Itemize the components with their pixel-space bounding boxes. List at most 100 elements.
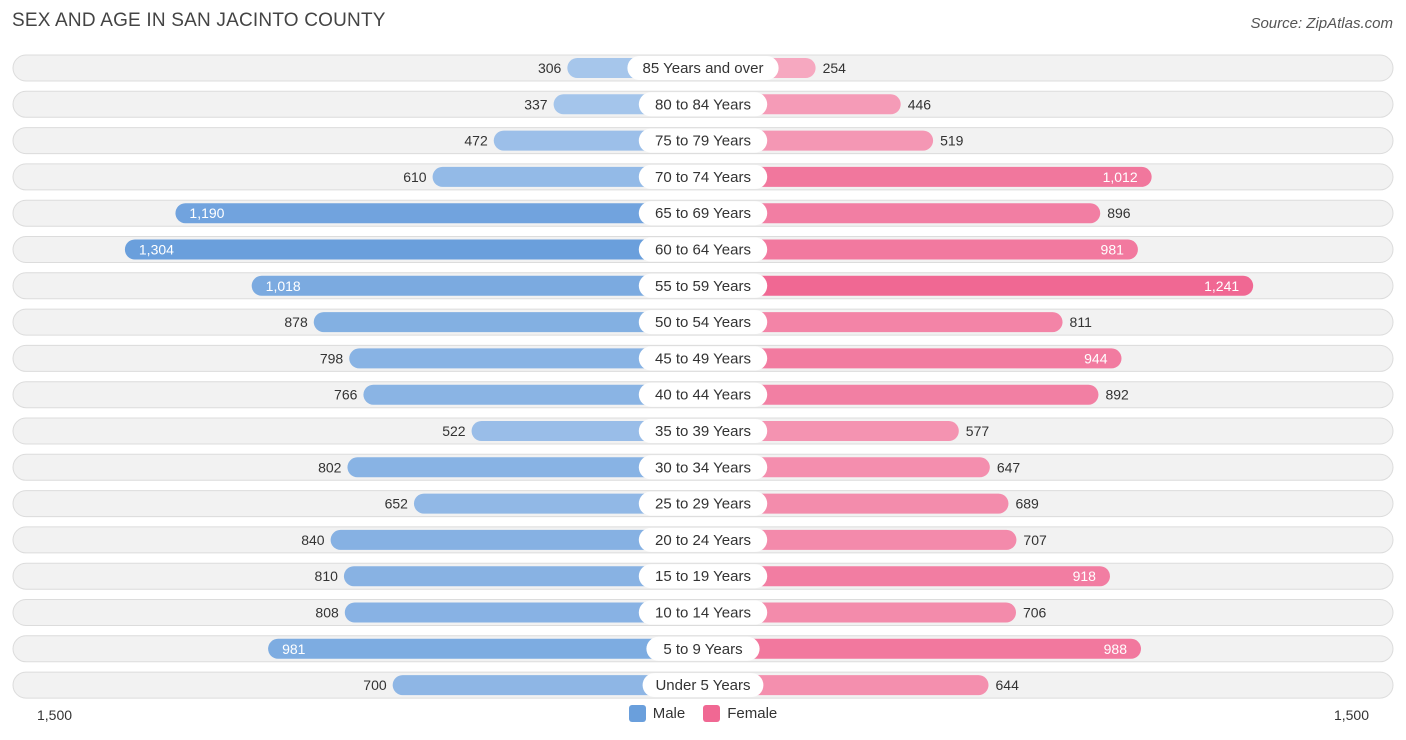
age-label: 10 to 14 Years bbox=[655, 605, 751, 622]
value-label-male: 808 bbox=[315, 605, 339, 621]
age-label: 35 to 39 Years bbox=[655, 423, 751, 440]
bar-female bbox=[703, 275, 1254, 296]
bar-male bbox=[343, 566, 703, 587]
bar-male bbox=[313, 312, 703, 333]
value-label-male: 1,304 bbox=[139, 242, 174, 258]
age-label: 5 to 9 Years bbox=[663, 641, 742, 658]
value-label-male: 337 bbox=[524, 96, 548, 112]
bar-male bbox=[347, 457, 703, 478]
value-label-female: 1,012 bbox=[1103, 169, 1138, 185]
chart-title: SEX AND AGE IN SAN JACINTO COUNTY bbox=[12, 10, 386, 31]
legend-item-male: Male bbox=[628, 705, 686, 722]
bar-female bbox=[703, 493, 1009, 514]
legend: Male Female bbox=[0, 705, 1406, 722]
value-label-male: 522 bbox=[442, 423, 466, 439]
bar-female bbox=[703, 638, 1142, 659]
legend-label-male: Male bbox=[652, 705, 686, 722]
value-label-male: 810 bbox=[315, 568, 339, 584]
bar-male bbox=[349, 348, 703, 369]
age-label-pill bbox=[638, 273, 768, 298]
value-label-female: 896 bbox=[1107, 205, 1131, 221]
age-label: 45 to 49 Years bbox=[655, 350, 751, 367]
value-label-male: 766 bbox=[334, 387, 358, 403]
value-label-male: 1,018 bbox=[266, 278, 301, 294]
value-label-male: 472 bbox=[464, 133, 488, 149]
value-label-male: 652 bbox=[385, 496, 409, 512]
age-label-pill bbox=[638, 419, 768, 443]
value-label-female: 1,241 bbox=[1204, 278, 1239, 294]
age-label-pill bbox=[638, 92, 768, 117]
value-label-male: 798 bbox=[320, 350, 344, 366]
value-label-male: 802 bbox=[318, 459, 342, 475]
bar-female bbox=[703, 239, 1138, 260]
bar-female bbox=[703, 566, 1110, 587]
age-label-pill bbox=[638, 201, 768, 226]
legend-item-female: Female bbox=[703, 705, 777, 722]
age-label: 50 to 54 Years bbox=[655, 314, 751, 331]
bar-male bbox=[268, 638, 703, 659]
legend-swatch-female bbox=[703, 705, 721, 722]
bar-female bbox=[703, 457, 990, 478]
age-label: 30 to 34 Years bbox=[655, 459, 751, 476]
age-label-pill bbox=[638, 310, 768, 335]
value-label-female: 644 bbox=[996, 677, 1020, 693]
value-label-female: 707 bbox=[1023, 532, 1047, 548]
age-label-pill bbox=[638, 382, 768, 407]
value-label-female: 944 bbox=[1084, 350, 1108, 366]
age-label: 75 to 79 Years bbox=[655, 133, 751, 150]
value-label-female: 988 bbox=[1104, 641, 1128, 657]
axis-label-left: 1,500 bbox=[37, 707, 73, 723]
age-label: 60 to 64 Years bbox=[655, 242, 751, 259]
value-label-female: 892 bbox=[1105, 387, 1129, 403]
bar-female bbox=[703, 348, 1122, 369]
value-label-female: 811 bbox=[1070, 314, 1093, 330]
value-label-male: 878 bbox=[284, 314, 308, 330]
bar-female bbox=[703, 421, 959, 441]
value-label-female: 519 bbox=[940, 133, 964, 149]
bar-male bbox=[330, 529, 703, 550]
value-label-male: 1,190 bbox=[189, 205, 224, 221]
value-label-male: 981 bbox=[282, 641, 306, 657]
legend-swatch-male bbox=[628, 705, 646, 722]
bar-male bbox=[432, 166, 703, 187]
value-label-male: 306 bbox=[538, 60, 562, 76]
legend-label-female: Female bbox=[727, 705, 778, 722]
age-label: 25 to 29 Years bbox=[655, 496, 751, 513]
age-label-pill bbox=[638, 600, 768, 625]
age-label-pill bbox=[638, 455, 768, 480]
bar-female bbox=[703, 203, 1101, 224]
bar-male bbox=[175, 203, 703, 224]
bar-male bbox=[413, 493, 703, 514]
value-label-female: 918 bbox=[1073, 568, 1097, 584]
value-label-female: 706 bbox=[1023, 605, 1047, 621]
value-label-male: 700 bbox=[363, 677, 387, 693]
axis-label-right: 1,500 bbox=[1333, 707, 1369, 723]
age-label-pill bbox=[642, 673, 764, 698]
bar-male bbox=[344, 602, 703, 623]
age-label: 20 to 24 Years bbox=[655, 532, 751, 549]
value-label-female: 981 bbox=[1101, 242, 1125, 258]
age-label-pill bbox=[638, 527, 768, 552]
age-label: 55 to 59 Years bbox=[655, 278, 751, 295]
age-label: Under 5 Years bbox=[655, 677, 750, 694]
age-label-pill bbox=[638, 237, 768, 262]
value-label-female: 647 bbox=[997, 459, 1021, 475]
bar-female bbox=[703, 602, 1016, 623]
age-label-pill bbox=[638, 346, 768, 371]
age-label: 15 to 19 Years bbox=[655, 568, 751, 585]
age-label-pill bbox=[638, 564, 768, 589]
age-label: 85 Years and over bbox=[643, 60, 764, 77]
value-label-female: 577 bbox=[966, 423, 990, 439]
age-label-pill bbox=[646, 636, 760, 661]
source-credit: Source: ZipAtlas.com bbox=[1250, 15, 1393, 32]
age-label: 80 to 84 Years bbox=[655, 96, 751, 113]
bar-female bbox=[703, 675, 989, 696]
age-label-pill bbox=[638, 164, 768, 189]
value-label-male: 610 bbox=[403, 169, 427, 185]
value-label-female: 446 bbox=[908, 96, 932, 112]
age-label-pill bbox=[638, 491, 768, 516]
age-label: 70 to 74 Years bbox=[655, 169, 751, 186]
value-label-female: 254 bbox=[823, 60, 847, 76]
age-label: 40 to 44 Years bbox=[655, 387, 751, 404]
bar-female bbox=[703, 529, 1017, 550]
